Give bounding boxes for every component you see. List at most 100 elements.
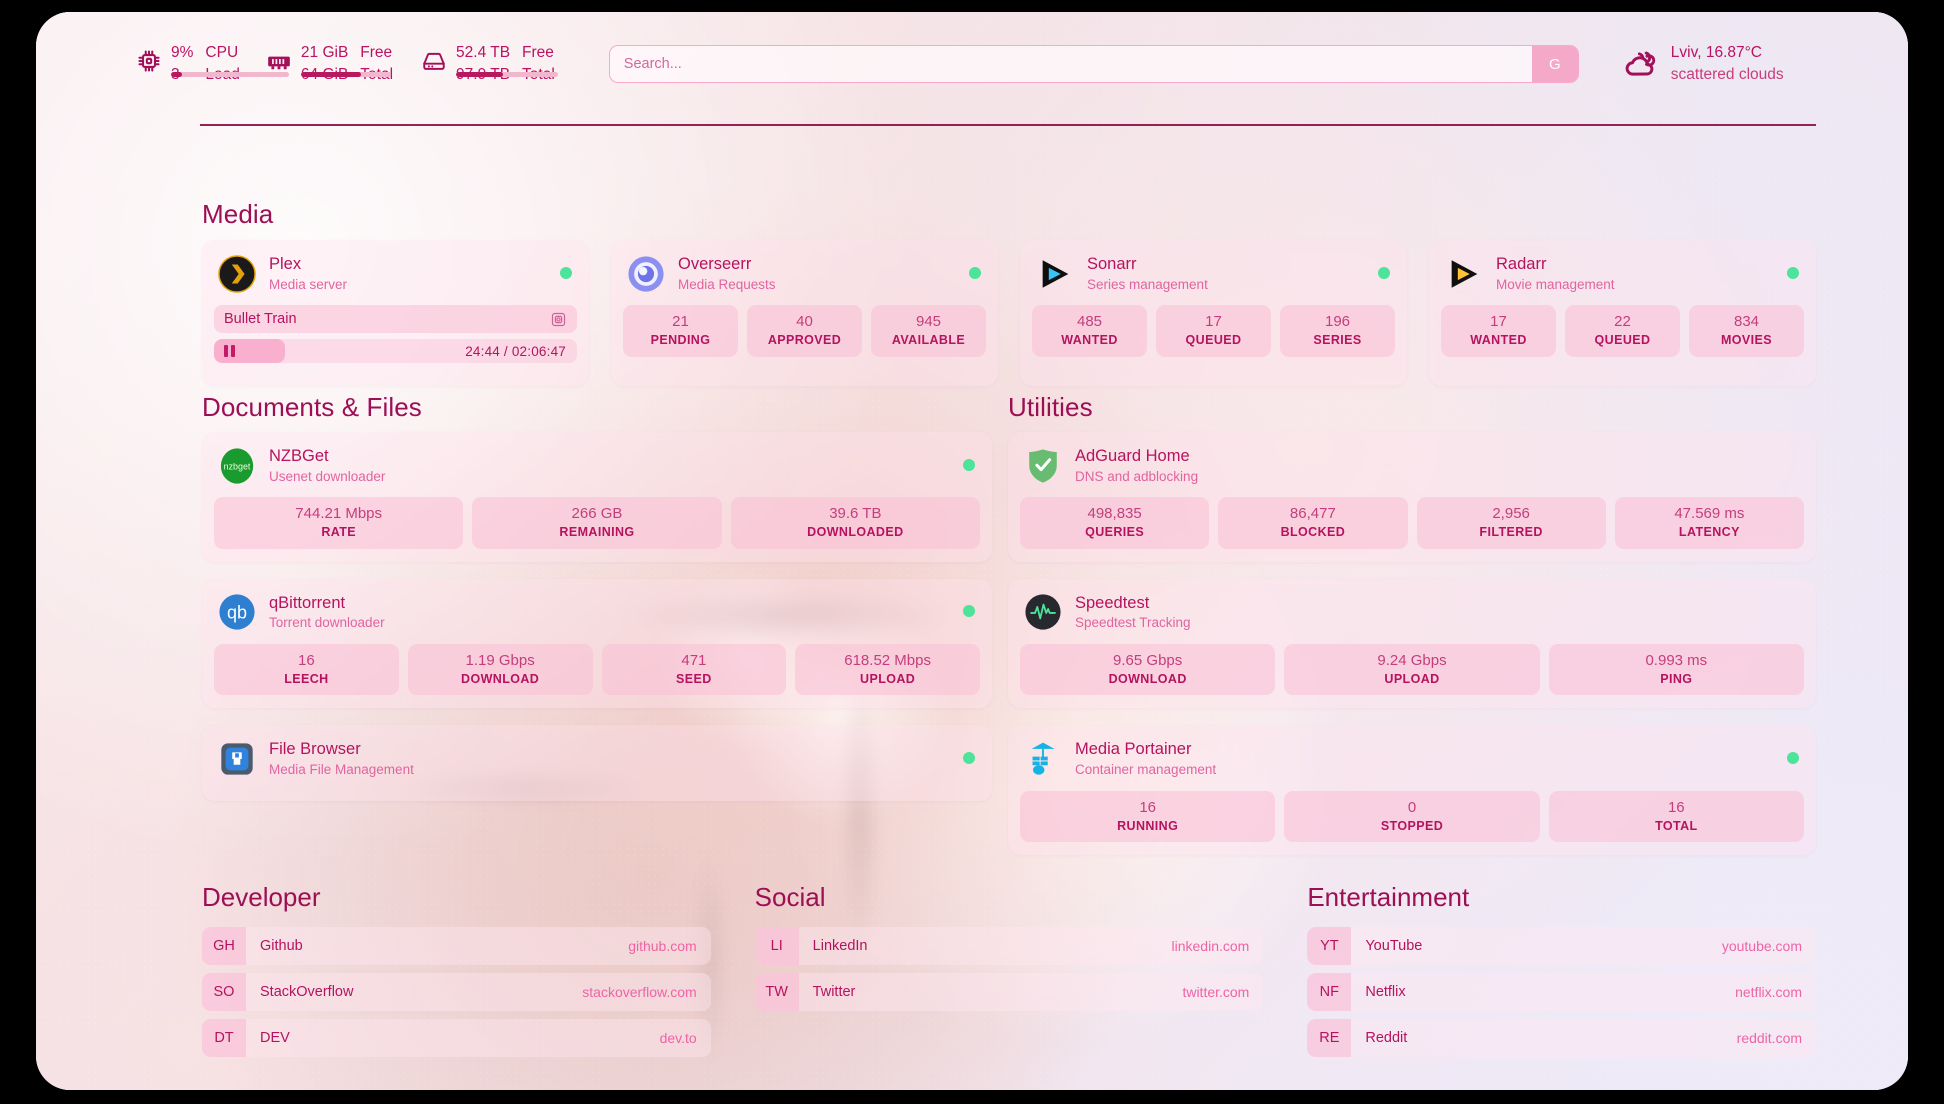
app-card-header[interactable]: Radarr Movie management <box>1429 240 1816 305</box>
stat-tile[interactable]: 945 AVAILABLE <box>871 305 986 357</box>
stat-value: 21 <box>672 313 689 331</box>
stat-tile[interactable]: 16 LEECH <box>214 643 399 696</box>
stat-label: WANTED <box>1061 333 1118 348</box>
app-card[interactable]: Media Portainer Container management 16 RU… <box>1008 725 1816 856</box>
stat-tile[interactable]: 16 TOTAL <box>1548 790 1804 843</box>
stat-tile[interactable]: 485 WANTED <box>1032 305 1147 357</box>
app-stats: 16 LEECH 1.19 Gbps DOWNLOAD 471 SEED 618.52… <box>202 643 992 709</box>
bookmark-item[interactable]: TW Twitter twitter.com <box>754 973 1264 1011</box>
bookmark-item[interactable]: YT YouTube youtube.com <box>1307 927 1817 965</box>
search-engine-button[interactable]: G <box>1531 46 1578 82</box>
stat-value: 47.569 ms <box>1674 505 1745 523</box>
stat-tile[interactable]: 266 GB REMAINING <box>472 497 722 549</box>
bookmark-item[interactable]: RE Reddit reddit.com <box>1307 1019 1817 1057</box>
stat-label: APPROVED <box>767 333 842 348</box>
app-card-header[interactable]: Sonarr Series management <box>1020 240 1407 305</box>
now-playing-title-row[interactable]: Bullet Train <box>214 305 577 334</box>
search-input[interactable] <box>609 46 1532 82</box>
status-badge <box>1378 266 1390 279</box>
app-card[interactable]: AdGuard Home DNS and adblocking 498,835 QU… <box>1008 432 1816 562</box>
pause-icon[interactable] <box>224 345 235 358</box>
bookmark-url: dev.to <box>659 1030 697 1046</box>
stat-tile[interactable]: 40 APPROVED <box>747 305 862 357</box>
app-card-header[interactable]: File Browser Media File Management <box>202 725 992 790</box>
stat-value: 0.993 ms <box>1645 651 1708 669</box>
bookmark-url: linkedin.com <box>1171 938 1250 954</box>
stat-label: STOPPED <box>1380 818 1444 833</box>
stat-label: QUERIES <box>1085 525 1145 540</box>
app-name: Overseerr <box>678 255 752 273</box>
stat-tile[interactable]: 9.24 Gbps UPLOAD <box>1284 643 1540 696</box>
app-card[interactable]: Radarr Movie management 17 WANTED 22 QUEUED… <box>1429 240 1816 387</box>
app-card-header[interactable]: Plex Media server <box>202 240 589 305</box>
bookmark-name: LinkedIn <box>812 938 868 954</box>
stat-label: SEED <box>676 672 712 687</box>
stat-label: BLOCKED <box>1280 525 1346 540</box>
overseerr-icon <box>627 255 665 293</box>
app-card-header[interactable]: Speedtest Speedtest Tracking <box>1008 579 1816 644</box>
stat-tile[interactable]: 0.993 ms PING <box>1548 643 1804 696</box>
stat-label: PING <box>1660 672 1693 687</box>
bookmark-group-title: Developer <box>202 882 321 912</box>
stat-value: 39.6 TB <box>829 505 882 523</box>
app-card[interactable]: Overseerr Media Requests 21 PENDING 40 APPR… <box>611 240 998 387</box>
app-subtitle: Series management <box>1087 276 1208 292</box>
stat-tile[interactable]: 498,835 QUERIES <box>1020 497 1210 549</box>
bookmark-item[interactable]: DT DEV dev.to <box>202 1019 711 1057</box>
bookmark-list: GH Github github.com SO StackOverflow sta… <box>202 927 711 1057</box>
top-bar: 9% 3 CPU Load <box>136 28 1808 100</box>
app-card[interactable]: Sonarr Series management 485 WANTED 17 QUEU… <box>1020 240 1407 387</box>
stat-tile[interactable]: 744.21 Mbps RATE <box>214 497 464 549</box>
app-card[interactable]: Plex Media server Bullet Train 24:44 / 02… <box>202 240 589 387</box>
bookmark-item[interactable]: GH Github github.com <box>202 927 711 965</box>
stat-tile[interactable]: 47.569 ms LATENCY <box>1614 497 1804 549</box>
stat-tile[interactable]: 2,956 FILTERED <box>1416 497 1606 549</box>
app-card-header[interactable]: Media Portainer Container management <box>1008 725 1816 790</box>
stat-tile[interactable]: 196 SERIES <box>1280 305 1395 357</box>
stat-tile[interactable]: 22 QUEUED <box>1565 305 1680 357</box>
bookmark-abbr: GH <box>202 927 246 965</box>
stat-tile[interactable]: 618.52 Mbps UPLOAD <box>795 643 980 696</box>
stat-tile[interactable]: 17 QUEUED <box>1156 305 1271 357</box>
stat-value: 744.21 Mbps <box>295 505 383 523</box>
stat-value: 498,835 <box>1087 505 1142 523</box>
app-card[interactable]: qb qBittorrent Torrent downloader 16 LEECH 1… <box>202 578 992 709</box>
app-card[interactable]: nzbget NZBGet Usenet downloader 744.21 Mbps… <box>202 432 992 562</box>
bookmark-group: Social LI LinkedIn linkedin.com TW Twitter… <box>754 882 1264 1057</box>
stat-tile[interactable]: 9.65 Gbps DOWNLOAD <box>1020 643 1276 696</box>
bookmark-item[interactable]: LI LinkedIn linkedin.com <box>754 927 1264 965</box>
app-card-header[interactable]: qb qBittorrent Torrent downloader <box>202 579 992 644</box>
now-playing-progress[interactable]: 24:44 / 02:06:47 <box>214 339 577 364</box>
now-playing: Bullet Train 24:44 / 02:06:47 <box>202 305 589 376</box>
stat-tile[interactable]: 17 WANTED <box>1441 305 1556 357</box>
stat-value: 834 <box>1733 313 1760 331</box>
stat-label: DOWNLOAD <box>461 672 540 687</box>
camera-icon <box>550 311 567 328</box>
stat-tile[interactable]: 1.19 Gbps DOWNLOAD <box>407 643 593 696</box>
stat-tile[interactable]: 0 STOPPED <box>1284 790 1540 843</box>
search-bar[interactable]: G <box>608 45 1579 83</box>
stat-tile[interactable]: 21 PENDING <box>623 305 738 357</box>
stat-tile[interactable]: 86,477 BLOCKED <box>1218 497 1408 549</box>
stat-tile[interactable]: 834 MOVIES <box>1689 305 1804 357</box>
stat-tile[interactable]: 39.6 TB DOWNLOADED <box>730 497 980 549</box>
stat-tile[interactable]: 16 RUNNING <box>1020 790 1276 843</box>
app-card-titles: Sonarr Series management <box>1087 254 1208 293</box>
stat-value: 22 <box>1614 313 1631 331</box>
bookmark-item[interactable]: SO StackOverflow stackoverflow.com <box>202 973 711 1011</box>
stat-label: LATENCY <box>1678 525 1740 540</box>
app-card-header[interactable]: AdGuard Home DNS and adblocking <box>1008 432 1816 497</box>
bookmark-item[interactable]: NF Netflix netflix.com <box>1307 973 1817 1011</box>
stat-tile[interactable]: 471 SEED <box>601 643 787 696</box>
disk-label-top: Free <box>522 44 554 61</box>
status-badge <box>560 266 572 279</box>
app-card[interactable]: Speedtest Speedtest Tracking 9.65 Gbps DOW… <box>1008 578 1816 709</box>
app-card-header[interactable]: nzbget NZBGet Usenet downloader <box>202 432 992 497</box>
stat-label: SERIES <box>1313 333 1362 348</box>
app-card[interactable]: File Browser Media File Management <box>202 725 992 801</box>
app-card-header[interactable]: Overseerr Media Requests <box>611 240 998 305</box>
stat-value: 16 <box>1667 798 1685 816</box>
bookmark-url: twitter.com <box>1182 984 1250 1000</box>
stat-value: 618.52 Mbps <box>844 651 931 669</box>
section-title-utilities: Utilities <box>1008 392 1093 422</box>
